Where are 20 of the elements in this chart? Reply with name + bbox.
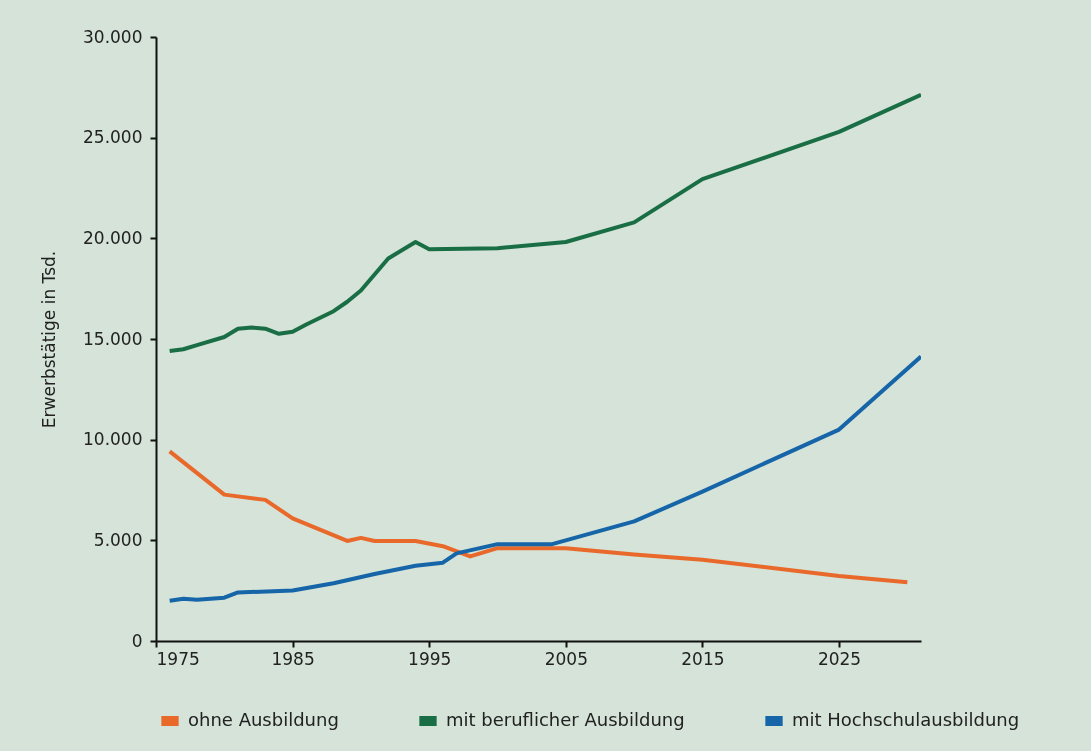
x-tick-label: 2005 [544, 648, 588, 669]
y-tick-label: 25.000 [83, 127, 143, 148]
line-series [167, 92, 921, 354]
legend-label: mit beruflicher Ausbildung [446, 709, 685, 730]
y-tick-label: 10.000 [83, 429, 143, 450]
legend-label: ohne Ausbildung [188, 709, 339, 730]
x-tick-label: 2025 [817, 648, 862, 669]
x-tick-label: 1985 [271, 648, 315, 669]
line-series [167, 354, 921, 603]
x-tick-label: 1995 [408, 648, 452, 669]
y-axis-title: Erwerbstätige in Tsd. [39, 250, 60, 429]
x-tick-label: 2015 [681, 648, 725, 669]
legend-label: mit Hochschulausbildung [792, 709, 1020, 730]
line-series [167, 449, 910, 585]
y-tick-label: 30.000 [83, 26, 143, 47]
y-tick-label: 20.000 [83, 227, 143, 248]
y-tick-label: 5.000 [93, 529, 143, 550]
y-tick-label: 0 [131, 630, 143, 651]
y-tick-label: 15.000 [83, 328, 143, 349]
x-tick-label: 1975 [156, 648, 200, 669]
